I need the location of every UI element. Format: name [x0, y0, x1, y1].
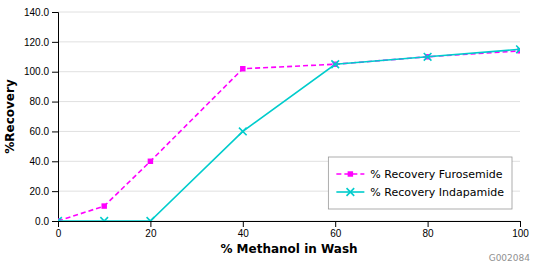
- tick-mark: [335, 221, 336, 227]
- legend-item: % Recovery Indapamide: [336, 186, 504, 199]
- y-tick: 40.0: [30, 156, 58, 167]
- point: [239, 128, 247, 136]
- point: [424, 53, 432, 61]
- point: [100, 217, 108, 221]
- tick-label: 40.0: [30, 156, 50, 167]
- y-axis: 0.0 20.0 40.0 60.0 80.0 100.0 120.0 140.0: [24, 7, 59, 227]
- x-tick: 80: [423, 221, 435, 239]
- tick-label: 100: [512, 228, 529, 239]
- watermark: G002084: [489, 253, 531, 263]
- tick-mark: [52, 42, 58, 43]
- point: [101, 203, 106, 208]
- x-tick: 60: [330, 221, 342, 239]
- data: [58, 45, 520, 221]
- axis-line: [59, 222, 521, 228]
- y-tick: 100.0: [24, 66, 58, 77]
- tick-label: 20: [145, 228, 157, 239]
- y-axis-title: %Recovery: [3, 79, 17, 154]
- tick-mark: [52, 131, 58, 132]
- tick-label: 60: [330, 228, 342, 239]
- tick-mark: [52, 161, 58, 162]
- grid-line: [58, 12, 520, 13]
- tick-mark: [52, 191, 58, 192]
- tick-mark: [150, 221, 151, 227]
- tick-mark: [520, 221, 521, 227]
- plot: 0 20 40 60 80 100 0.0 20.0 40.0 60.0 80.0 100.0 120.…: [24, 7, 529, 239]
- tick-label: 120.0: [24, 37, 49, 48]
- y-tick: 20.0: [30, 186, 58, 197]
- legend-marker: [348, 171, 353, 176]
- chart: 0 20 40 60 80 100 0.0 20.0 40.0 60.0 80.0 100.0 120.…: [0, 0, 536, 265]
- point: [58, 217, 62, 221]
- legend-label: % Recovery Furosemide: [370, 168, 502, 181]
- grid-line: [58, 101, 520, 102]
- tick-mark: [243, 221, 244, 227]
- x-tick: 0: [56, 221, 62, 239]
- y-tick: 0.0: [35, 216, 58, 227]
- point: [148, 159, 153, 164]
- tick-mark: [52, 72, 58, 73]
- series-line: [58, 49, 520, 221]
- y-tick: 60.0: [30, 126, 58, 137]
- y-grid: [58, 12, 520, 221]
- tick-mark: [52, 221, 58, 222]
- axis-line: [52, 13, 59, 222]
- y-tick: 80.0: [30, 96, 58, 107]
- legend-label: % Recovery Indapamide: [370, 186, 504, 199]
- x-tick: 100: [512, 221, 529, 239]
- tick-label: 0.0: [35, 216, 49, 227]
- grid-line: [58, 41, 520, 42]
- legend-item: % Recovery Furosemide: [336, 168, 502, 181]
- tick-label: 0: [56, 228, 62, 239]
- markers: [58, 48, 520, 221]
- x-tick: 20: [145, 221, 157, 239]
- tick-label: 100.0: [24, 66, 49, 77]
- point: [147, 217, 155, 221]
- legend: % Recovery Furosemide % Recovery Indapami…: [328, 157, 512, 209]
- markers: [58, 45, 520, 221]
- tick-label: 140.0: [24, 7, 49, 18]
- tick-label: 60.0: [30, 126, 50, 137]
- tick-label: 40: [238, 228, 250, 239]
- y-tick: 140.0: [24, 7, 58, 18]
- tick-label: 20.0: [30, 186, 50, 197]
- grid-line: [58, 131, 520, 132]
- tick-mark: [428, 221, 429, 227]
- y-tick: 120.0: [24, 37, 58, 48]
- tick-mark: [52, 12, 58, 13]
- tick-mark: [52, 102, 58, 103]
- grid-line: [58, 71, 520, 72]
- series-line: [58, 51, 520, 221]
- x-tick: 40: [238, 221, 250, 239]
- tick-label: 80: [423, 228, 435, 239]
- point: [331, 60, 339, 68]
- point: [240, 66, 245, 71]
- legend-marker: [347, 188, 355, 196]
- legend-box: [328, 157, 512, 209]
- point: [516, 45, 520, 53]
- x-axis-title: % Methanol in Wash: [220, 242, 357, 256]
- x-axis: 0 20 40 60 80 100: [56, 221, 530, 239]
- tick-label: 80.0: [30, 96, 50, 107]
